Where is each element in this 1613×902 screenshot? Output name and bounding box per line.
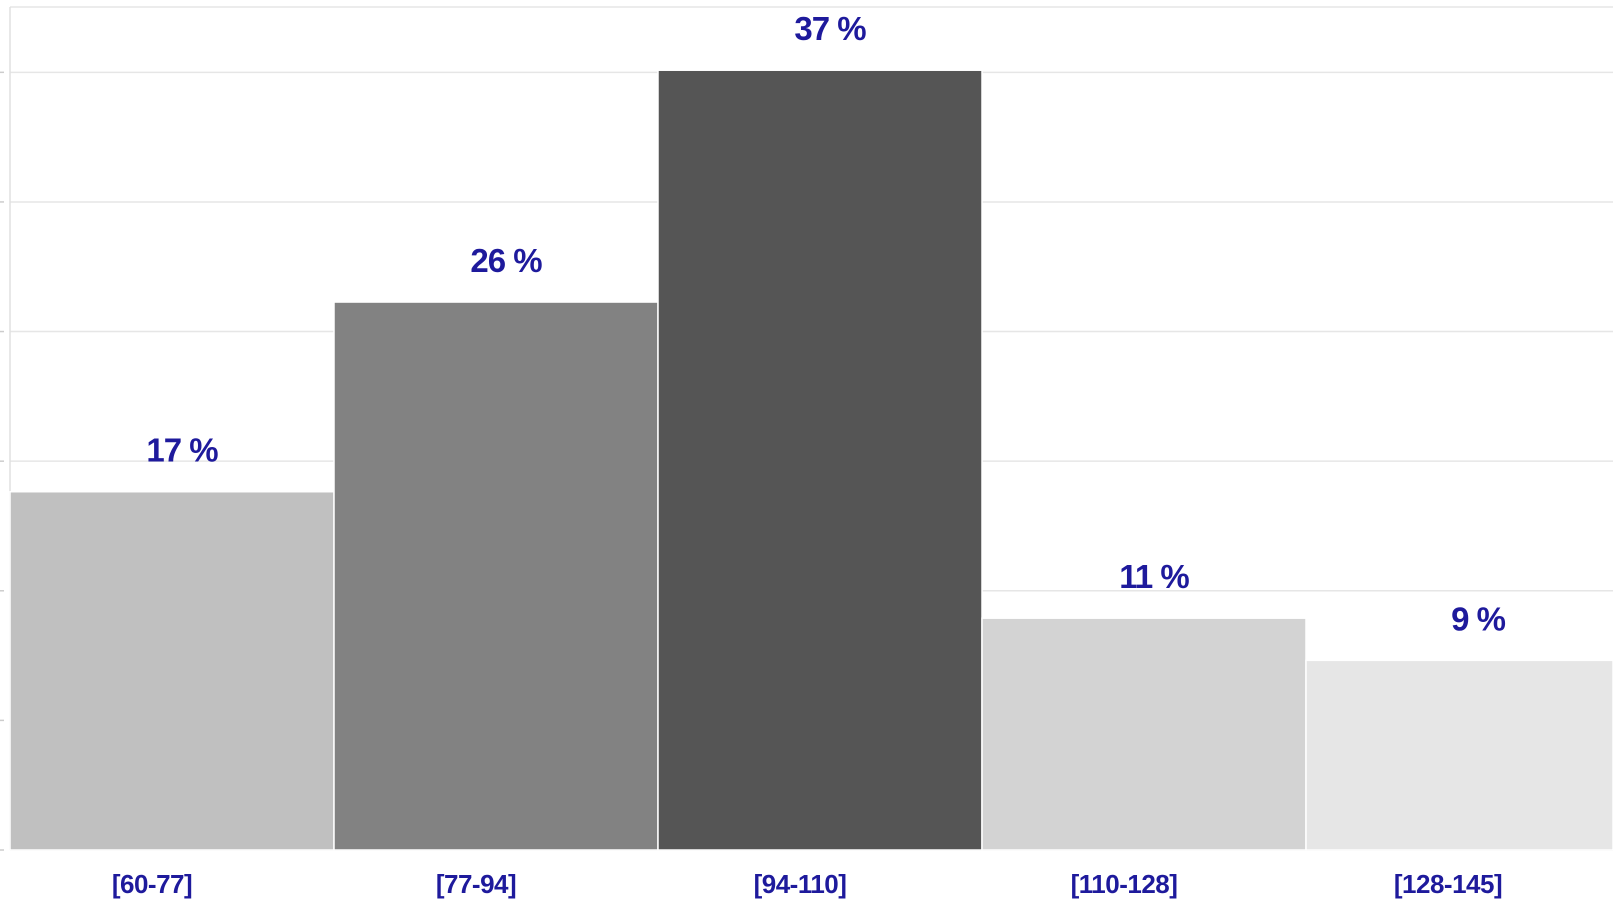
data-label: 26 % (470, 242, 542, 279)
bar (981, 617, 1307, 851)
x-tick-label: [110-128] (1071, 869, 1178, 899)
data-label: 17 % (146, 432, 218, 469)
bars-layer (9, 69, 1613, 851)
data-labels-layer: 17 % 26 % 37 % 11 % 9 % (146, 10, 1506, 637)
data-label: 11 % (1119, 558, 1189, 595)
bar (657, 69, 983, 851)
data-label: 9 % (1451, 600, 1506, 637)
bar (1305, 659, 1613, 851)
data-label: 37 % (794, 10, 866, 47)
x-tick-label: [60-77] (112, 869, 192, 899)
x-tick-label: [77-94] (436, 869, 516, 899)
bar (333, 301, 659, 851)
x-tick-label: [128-145] (1394, 869, 1502, 899)
bar (9, 490, 335, 851)
x-tick-label: [94-110] (754, 869, 847, 899)
x-tick-labels-layer: [60-77] [77-94] [94-110] [110-128] [128-145] (112, 869, 1503, 899)
